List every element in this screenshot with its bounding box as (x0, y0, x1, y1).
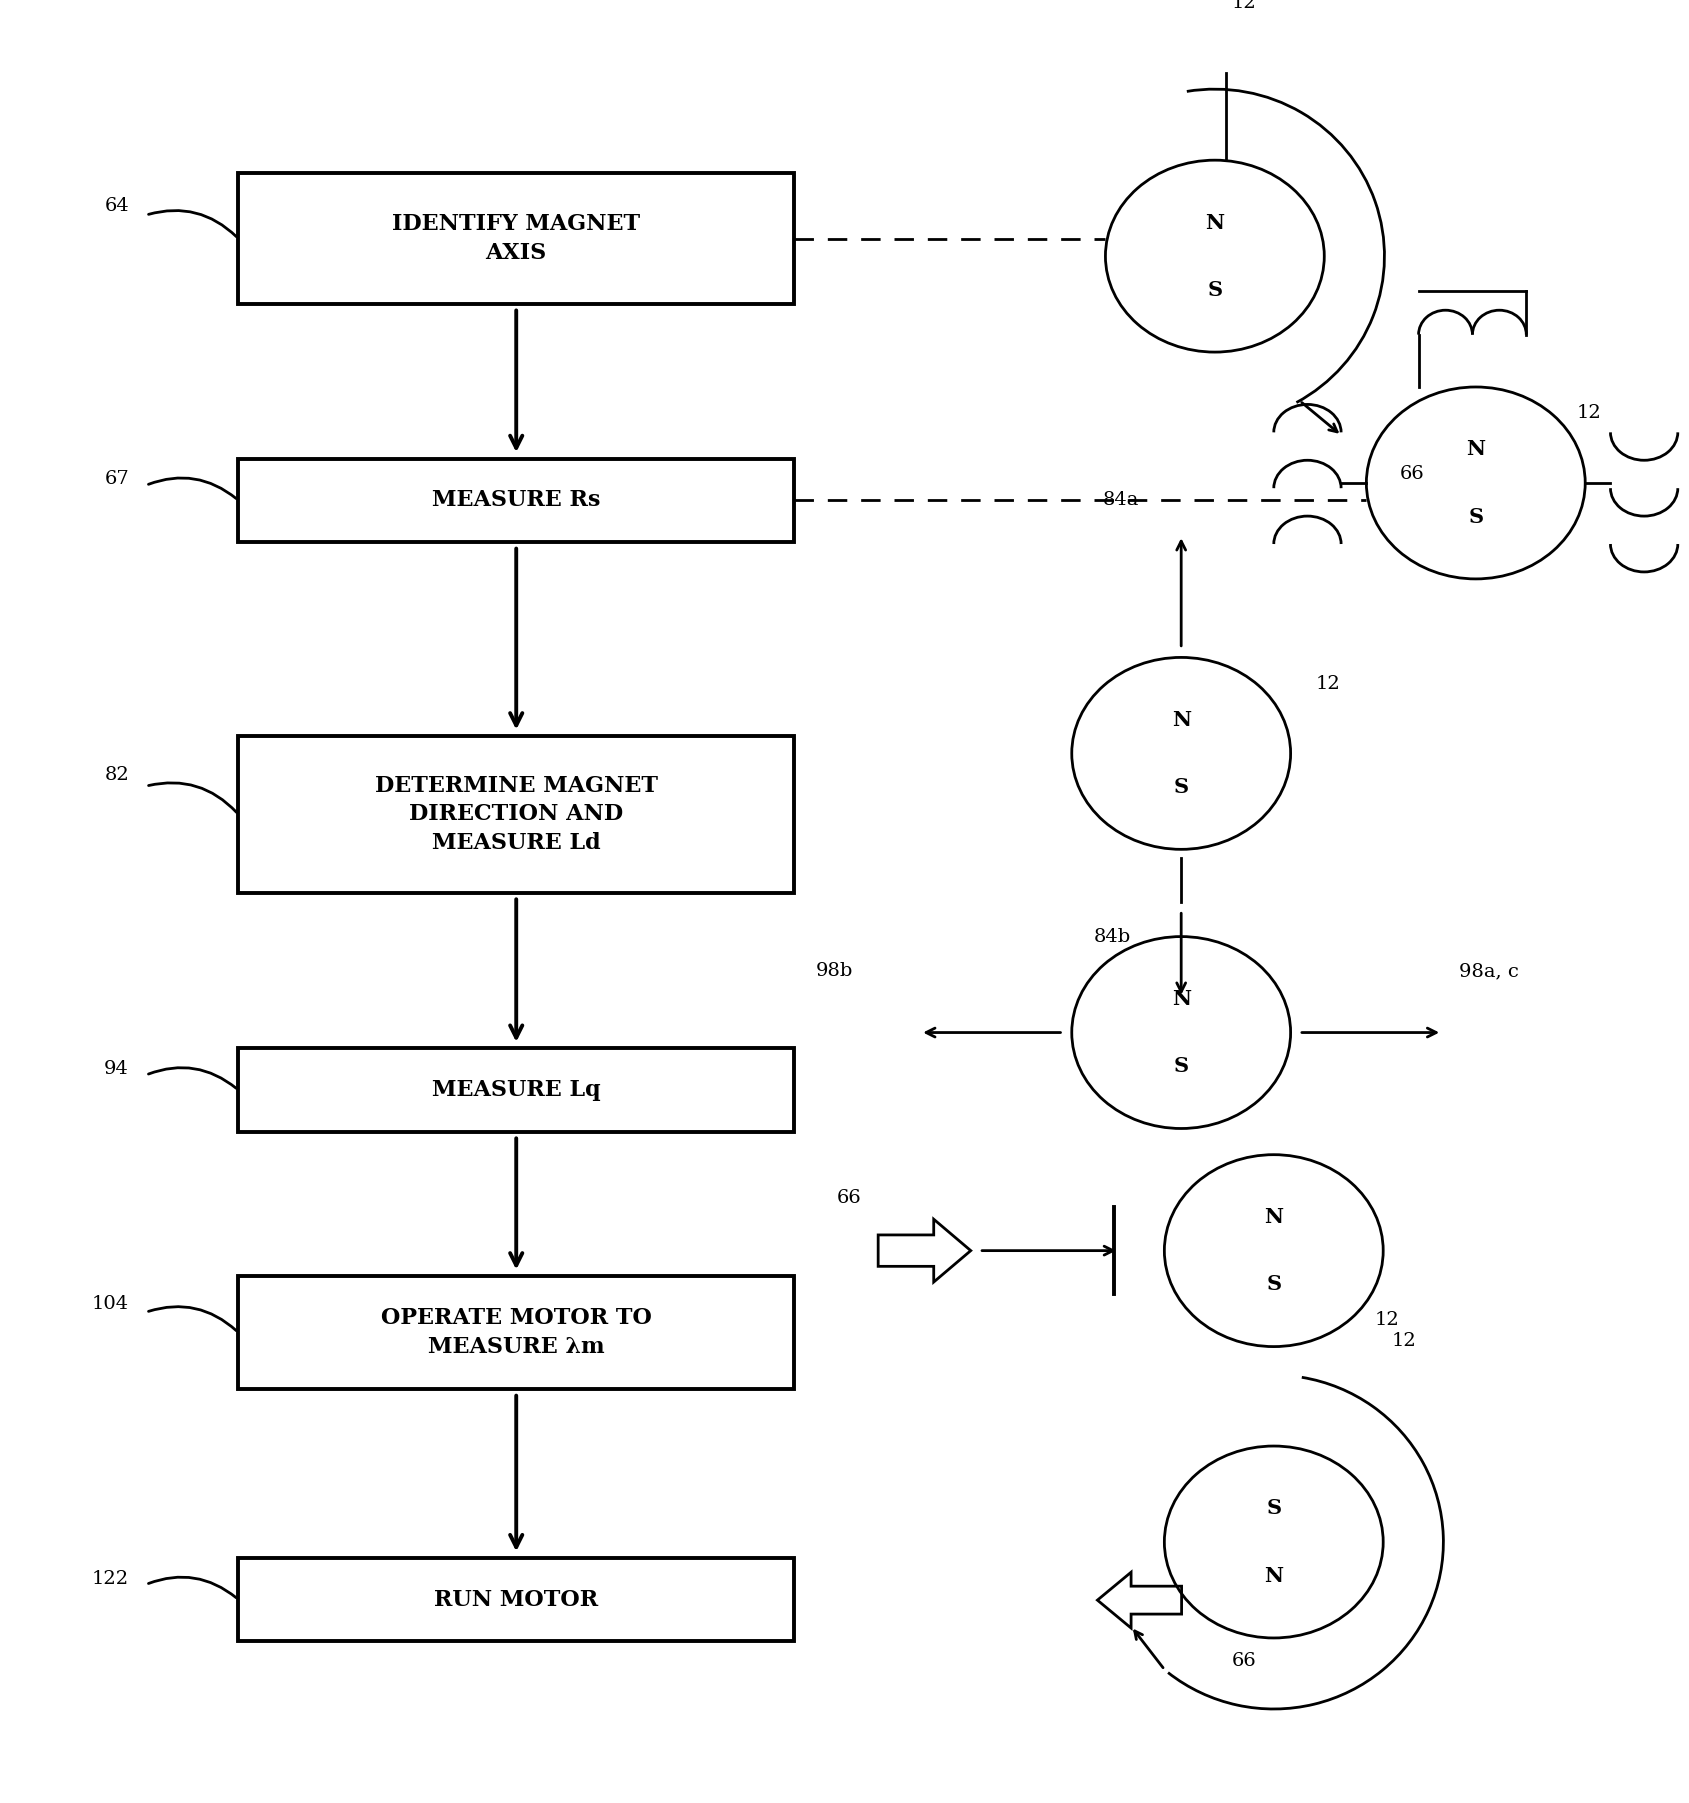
Text: 12: 12 (1375, 1311, 1400, 1329)
Bar (238, 1558, 794, 1641)
Text: 94: 94 (105, 1060, 128, 1078)
Text: MEASURE Rs: MEASURE Rs (432, 489, 600, 512)
Text: 12: 12 (1578, 404, 1601, 422)
Bar (238, 1048, 794, 1132)
Text: 84a: 84a (1103, 492, 1138, 510)
Text: N: N (1206, 213, 1225, 233)
Text: 67: 67 (105, 471, 128, 489)
Text: 104: 104 (91, 1295, 128, 1313)
Text: 12: 12 (1316, 674, 1341, 692)
Text: N: N (1263, 1565, 1284, 1585)
Text: N: N (1263, 1206, 1284, 1228)
Bar (238, 736, 794, 892)
Text: MEASURE Lq: MEASURE Lq (432, 1080, 601, 1102)
Text: 12: 12 (1392, 1332, 1417, 1350)
Text: 66: 66 (1231, 1653, 1257, 1670)
Text: S: S (1267, 1498, 1282, 1518)
Text: N: N (1172, 990, 1191, 1010)
Text: 66: 66 (1400, 465, 1426, 483)
Text: S: S (1208, 279, 1223, 299)
Bar (238, 1277, 794, 1390)
Text: 122: 122 (91, 1570, 128, 1588)
Text: S: S (1267, 1275, 1282, 1295)
Text: 84b: 84b (1093, 927, 1130, 945)
Text: N: N (1466, 440, 1485, 460)
Text: 12: 12 (1231, 0, 1257, 13)
Text: IDENTIFY MAGNET
AXIS: IDENTIFY MAGNET AXIS (392, 213, 640, 263)
Text: OPERATE MOTOR TO
MEASURE λm: OPERATE MOTOR TO MEASURE λm (380, 1307, 652, 1358)
Text: S: S (1174, 777, 1189, 797)
Bar (238, 173, 794, 305)
Text: 64: 64 (105, 197, 128, 215)
Text: DETERMINE MAGNET
DIRECTION AND
MEASURE Ld: DETERMINE MAGNET DIRECTION AND MEASURE L… (375, 775, 657, 855)
Text: S: S (1174, 1057, 1189, 1076)
Bar (238, 458, 794, 543)
Text: 66: 66 (836, 1188, 861, 1206)
Text: 82: 82 (105, 766, 128, 784)
Text: S: S (1468, 507, 1483, 526)
Text: 98b: 98b (816, 963, 853, 981)
Text: N: N (1172, 710, 1191, 730)
Text: RUN MOTOR: RUN MOTOR (434, 1588, 598, 1610)
Text: 98a, c: 98a, c (1459, 963, 1518, 981)
